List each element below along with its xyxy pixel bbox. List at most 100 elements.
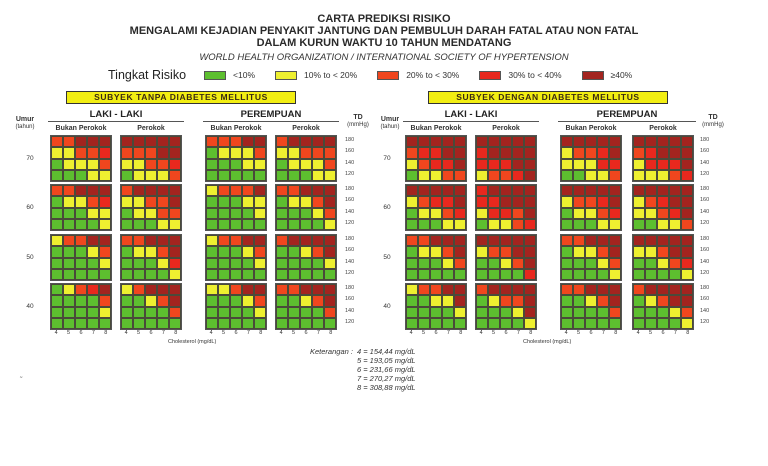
risk-cell: [242, 169, 254, 181]
risk-cell: [476, 207, 488, 219]
risk-cell: [442, 306, 454, 318]
risk-cell: [254, 147, 266, 159]
risk-cell: [157, 317, 169, 329]
legend-label: 30% to < 40%: [508, 70, 562, 80]
risk-cell: [312, 196, 324, 208]
risk-cell: [75, 207, 87, 219]
risk-cell: [454, 185, 466, 197]
risk-cell: [454, 257, 466, 269]
risk-cell: [242, 207, 254, 219]
cholesterol-tick-labels: 4 5 6 7 8: [120, 330, 182, 336]
risk-cell: [633, 295, 645, 307]
risk-cell: [87, 235, 99, 247]
risk-cell: [597, 185, 609, 197]
cholesterol-tick-labels: 4 5 6 7 8: [475, 330, 537, 336]
risk-cell: [633, 196, 645, 208]
risk-cell: [75, 257, 87, 269]
risk-cell: [454, 317, 466, 329]
risk-cell: [561, 147, 573, 159]
risk-cell: [657, 295, 669, 307]
risk-cell: [133, 284, 145, 296]
risk-cell: [300, 246, 312, 258]
bp-axis-unit: (mmHg): [702, 122, 724, 128]
risk-cell: [418, 295, 430, 307]
bp-tick-label: 160: [345, 197, 355, 204]
risk-cell: [524, 246, 536, 258]
risk-cell: [254, 158, 266, 170]
risk-cell: [99, 306, 111, 318]
risk-cell: [87, 295, 99, 307]
non-smoker-label: Bukan Perokok: [55, 125, 107, 132]
risk-cell: [669, 246, 681, 258]
risk-cell: [524, 136, 536, 148]
risk-cell: [312, 218, 324, 230]
risk-cell: [133, 257, 145, 269]
risk-cell: [442, 246, 454, 258]
bp-axis-label: TD: [708, 114, 718, 121]
bp-tick-label: 140: [345, 258, 355, 265]
risk-cell: [500, 207, 512, 219]
risk-cell: [633, 207, 645, 219]
cholesterol-tick-labels: 4 5 6 7 8: [275, 330, 337, 336]
age-axis-label: Umur: [15, 116, 35, 123]
risk-cell: [300, 158, 312, 170]
bp-tick-label: 120: [700, 318, 710, 325]
risk-cell: [500, 246, 512, 258]
risk-cell: [418, 196, 430, 208]
risk-cell: [206, 306, 218, 318]
non-smoker-label: Bukan Perokok: [210, 125, 262, 132]
risk-cell: [681, 196, 693, 208]
risk-cell: [669, 295, 681, 307]
risk-cell: [442, 218, 454, 230]
risk-cell: [609, 147, 621, 159]
risk-cell: [418, 257, 430, 269]
risk-cell: [288, 295, 300, 307]
risk-cell: [488, 136, 500, 148]
risk-grid: [205, 283, 267, 330]
risk-cell: [312, 147, 324, 159]
risk-cell: [63, 235, 75, 247]
risk-cell: [169, 295, 181, 307]
cholesterol-tick: 4: [124, 330, 128, 336]
risk-cell: [681, 246, 693, 258]
risk-cell: [324, 284, 336, 296]
risk-cell: [657, 136, 669, 148]
risk-cell: [288, 235, 300, 247]
risk-cell: [276, 306, 288, 318]
risk-cell: [633, 268, 645, 280]
risk-cell: [157, 185, 169, 197]
risk-cell: [430, 246, 442, 258]
legend-swatch: [479, 70, 502, 80]
bp-tick-label: 120: [700, 269, 710, 276]
risk-cell: [242, 218, 254, 230]
risk-cell: [669, 306, 681, 318]
risk-cell: [609, 185, 621, 197]
bp-tick-label: 160: [345, 296, 355, 303]
risk-cell: [230, 257, 242, 269]
risk-cell: [681, 169, 693, 181]
risk-cell: [145, 196, 157, 208]
risk-cell: [169, 207, 181, 219]
risk-cell: [406, 317, 418, 329]
risk-cell: [218, 207, 230, 219]
risk-cell: [418, 207, 430, 219]
risk-cell: [597, 169, 609, 181]
age-axis-unit: (tahun): [380, 124, 400, 130]
bp-tick-label: 120: [345, 170, 355, 177]
stray-mark: ˜: [20, 377, 23, 384]
cholesterol-axis-title: Cholesterol (mg/dL): [168, 339, 217, 345]
risk-cell: [288, 306, 300, 318]
risk-cell: [206, 246, 218, 258]
risk-cell: [657, 169, 669, 181]
risk-cell: [75, 317, 87, 329]
risk-cell: [169, 257, 181, 269]
non-smoker-label: Bukan Perokok: [565, 125, 617, 132]
risk-cell: [430, 317, 442, 329]
risk-cell: [406, 295, 418, 307]
gender-header-male: LAKI - LAKI: [444, 109, 498, 120]
risk-cell: [657, 235, 669, 247]
gender-divider: [203, 121, 339, 122]
risk-cell: [524, 158, 536, 170]
risk-cell: [488, 158, 500, 170]
gender-header-female: PEREMPUAN: [240, 109, 302, 120]
